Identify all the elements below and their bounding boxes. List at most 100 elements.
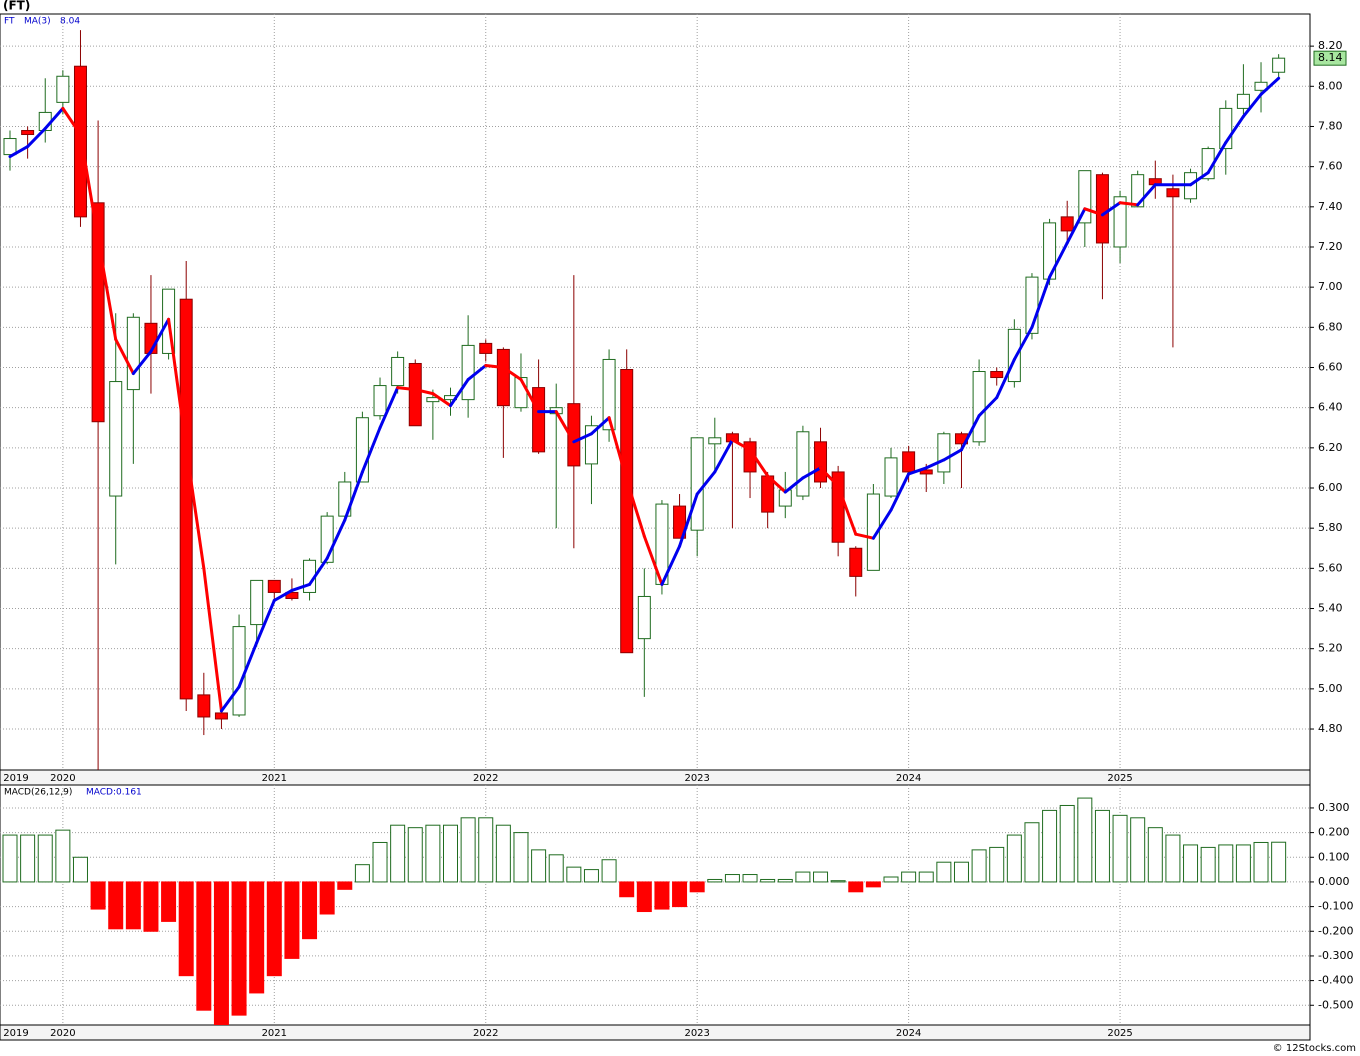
ma-segment (202, 566, 223, 713)
candle-up (796, 431, 810, 497)
macd-bar (1112, 814, 1128, 883)
ma-segment (642, 534, 664, 586)
x-tick-label: 2023 (684, 1028, 709, 1039)
macd-bar (1253, 841, 1269, 883)
candle-down (479, 342, 493, 354)
y-tick-label: 5.00 (1318, 682, 1343, 695)
ma-segment (730, 438, 752, 452)
macd-bar (161, 881, 177, 922)
y-tick-label: 7.20 (1318, 240, 1343, 253)
ma-segment (1241, 92, 1263, 118)
candle-up (391, 356, 405, 387)
macd-bar (1271, 841, 1287, 883)
macd-bar (1094, 809, 1110, 883)
x-tick-label: 2021 (262, 773, 287, 784)
y-tick-label: -0.500 (1318, 998, 1353, 1011)
macd-bar (443, 824, 458, 883)
candle-down (532, 387, 546, 453)
candle-down (1166, 188, 1180, 198)
macd-bar (1024, 822, 1040, 883)
y-tick-label: -0.100 (1318, 900, 1353, 913)
last-price-label: 8.14 (1318, 51, 1343, 64)
macd-bar (407, 827, 423, 883)
y-tick-label: 4.80 (1318, 722, 1343, 735)
candle-up (602, 358, 616, 431)
macd-bar (284, 881, 300, 959)
ma-segment (167, 317, 188, 450)
candle-down (1095, 174, 1109, 244)
ma-segment (607, 416, 629, 482)
macd-bar (760, 878, 776, 883)
macd-bar (196, 881, 212, 1011)
x-tick-label: 2022 (473, 1028, 498, 1039)
macd-bar (707, 878, 723, 883)
candle-up (1254, 81, 1268, 91)
candle-up (109, 381, 123, 497)
candle-down (197, 694, 211, 718)
ma-segment (1100, 201, 1122, 217)
macd-bar (108, 881, 124, 930)
candle-up (708, 437, 722, 445)
macd-bar (460, 817, 476, 883)
x-tick-label: 2025 (1107, 1028, 1132, 1039)
ma-segment (695, 470, 717, 496)
ma-segment (766, 474, 787, 494)
y-tick-label: 5.40 (1318, 602, 1343, 615)
ma-segment (43, 106, 65, 130)
macd-bar (672, 881, 688, 908)
candle-up (884, 457, 898, 497)
ma-segment (1189, 171, 1210, 187)
macd-bar (1200, 846, 1216, 883)
macd-bar (1059, 804, 1075, 883)
candle-down (831, 471, 845, 543)
ma-segment (1259, 76, 1281, 96)
macd-bar (901, 871, 917, 883)
candle-down (919, 469, 933, 475)
macd-bar (425, 824, 441, 883)
x-tick-label: 2024 (896, 1028, 921, 1039)
ma-segment (325, 518, 347, 560)
candle-down (620, 369, 634, 654)
macd-bar (566, 866, 582, 883)
macd-bar (213, 881, 229, 1025)
ma-segment (484, 363, 505, 369)
candle-down (267, 579, 281, 593)
macd-bar (495, 824, 511, 883)
macd-bar (55, 829, 71, 883)
macd-bar (548, 854, 564, 883)
last-price-box (1313, 50, 1347, 66)
candle-up (126, 316, 140, 391)
x-tick-label: 2024 (896, 773, 921, 784)
ma-segment (889, 472, 911, 512)
macd-bar (37, 834, 53, 883)
ma-segment (660, 544, 682, 586)
macd-bar (795, 871, 811, 883)
y-tick-label: 7.00 (1318, 280, 1343, 293)
ma-segment (114, 337, 135, 376)
ma-segment (995, 357, 1016, 400)
legend-ma: MA(3) (24, 17, 51, 27)
macd-bar (390, 824, 406, 883)
legend-symbol: FT (4, 17, 15, 27)
candle-up (3, 138, 17, 156)
macd-bar (971, 849, 987, 883)
x-tick-label: 2025 (1107, 773, 1132, 784)
macd-bar (777, 878, 793, 883)
ma-segment (396, 386, 417, 392)
macd-bar (936, 861, 952, 883)
ma-segment (26, 126, 47, 149)
candle-up (1272, 57, 1286, 73)
ma-segment (1136, 183, 1157, 207)
candle-up (426, 397, 440, 403)
ma-segment (343, 470, 364, 522)
ma-segment (819, 466, 840, 488)
y-tick-label: 5.80 (1318, 521, 1343, 534)
candle-down (214, 712, 228, 720)
candle-up (690, 437, 704, 531)
macd-current-label: MACD: (86, 788, 116, 798)
price-panel (0, 13, 1311, 771)
y-tick-label: 6.60 (1318, 360, 1343, 373)
macd-bar (531, 849, 547, 883)
macd-title: MACD(26,12,9) (4, 788, 72, 798)
ma-segment (748, 448, 770, 478)
